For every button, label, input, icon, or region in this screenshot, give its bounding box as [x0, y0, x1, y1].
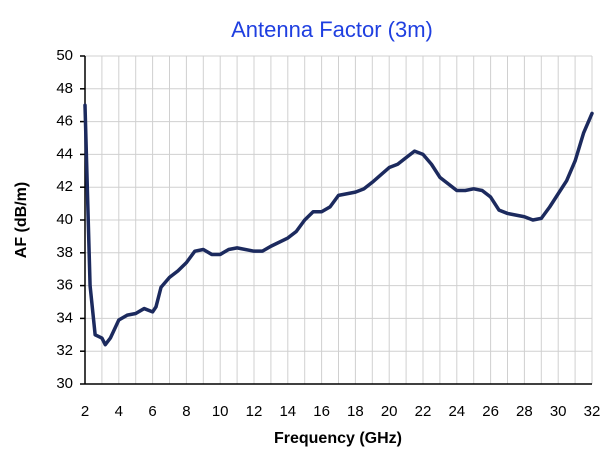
x-tick-label: 24: [448, 403, 465, 420]
x-tick-label: 6: [148, 403, 156, 420]
x-axis-label: Frequency (GHz): [274, 430, 402, 447]
x-tick-label: 28: [516, 403, 533, 420]
x-tick-label: 2: [81, 403, 89, 420]
y-tick-label: 40: [56, 211, 73, 228]
x-tick-label: 12: [246, 403, 263, 420]
y-tick-label: 50: [56, 47, 73, 64]
y-tick-label: 46: [56, 113, 73, 130]
x-tick-label: 4: [115, 403, 123, 420]
y-tick-label: 38: [56, 244, 73, 261]
x-tick-label: 32: [584, 403, 601, 420]
x-tick-label: 16: [313, 403, 330, 420]
y-tick-label: 30: [56, 375, 73, 392]
x-tick-label: 10: [212, 403, 229, 420]
y-tick-label: 48: [56, 80, 73, 97]
x-tick-label: 14: [279, 403, 296, 420]
data-line: [83, 103, 594, 347]
y-tick-label: 34: [56, 309, 73, 326]
x-tick-label: 8: [182, 403, 190, 420]
x-tick-label: 20: [381, 403, 398, 420]
x-tick-label: 30: [550, 403, 567, 420]
y-axis-label: AF (dB/m): [13, 182, 30, 258]
x-tick-label: 22: [415, 403, 432, 420]
chart-title: Antenna Factor (3m): [231, 17, 433, 42]
x-tick-label: 26: [482, 403, 499, 420]
y-tick-label: 36: [56, 277, 73, 294]
x-tick-label: 18: [347, 403, 364, 420]
y-tick-label: 42: [56, 178, 73, 195]
y-tick-label: 44: [56, 145, 73, 162]
y-tick-label: 32: [56, 342, 73, 359]
